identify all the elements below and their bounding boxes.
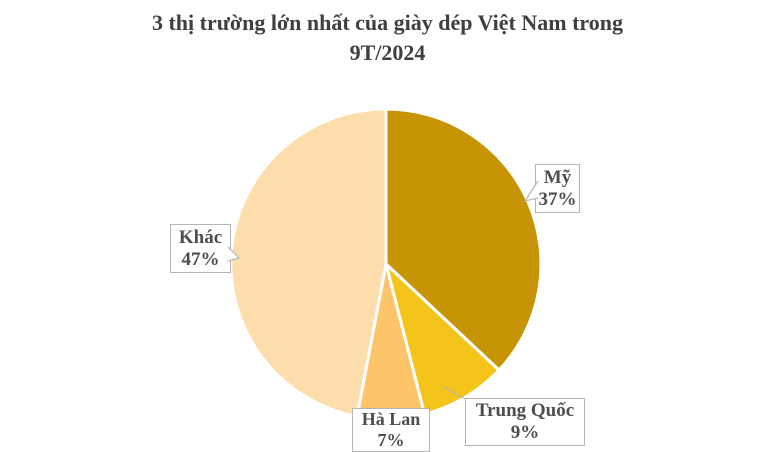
callout-my-label: Mỹ: [543, 166, 572, 188]
pie-slice-trung-quoc: [384, 262, 501, 416]
chart-title-line1: 3 thị trường lớn nhất của giày dép Việt …: [151, 10, 624, 35]
callout-khac-label: Khác: [178, 226, 223, 248]
callout-khac: Khác 47%: [170, 224, 231, 273]
chart-title-line2: 9T/2024: [349, 40, 426, 65]
pie-slices: [229, 107, 543, 421]
callout-khac-value: 47%: [181, 248, 220, 270]
pie-slice-my: [384, 107, 543, 372]
callout-ha-lan-value: 7%: [377, 430, 405, 450]
callout-trung-quoc: Trung Quốc 9%: [465, 398, 585, 446]
callout-trung-quoc-value: 9%: [510, 422, 540, 443]
pie-slice-khac: [229, 107, 388, 418]
pie-slice-ha-lan: [355, 262, 426, 421]
callout-ha-lan-label: Hà Lan: [361, 409, 421, 429]
callout-my: Mỹ 37%: [535, 164, 580, 213]
trung-quoc-leader-line: [442, 385, 467, 400]
callout-ha-lan: Hà Lan 7%: [352, 408, 430, 452]
chart-title: 3 thị trường lớn nhất của giày dép Việt …: [0, 8, 775, 68]
callout-trung-quoc-label: Trung Quốc: [475, 400, 575, 421]
callout-my-value: 37%: [538, 188, 577, 210]
